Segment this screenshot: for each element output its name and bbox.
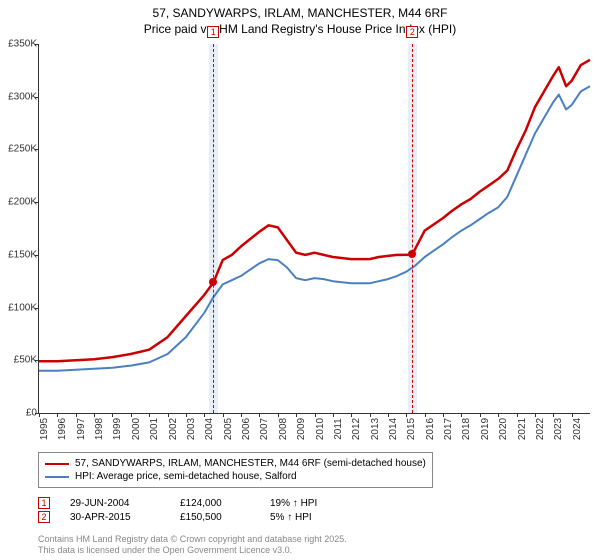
legend-item: HPI: Average price, semi-detached house,…: [45, 470, 426, 483]
x-tick-label: 2005: [223, 418, 234, 440]
series-line: [39, 60, 590, 362]
title-line-1: 57, SANDYWARPS, IRLAM, MANCHESTER, M44 6…: [0, 6, 600, 22]
chart-plot-area: £0£50K£100K£150K£200K£250K£300K£350K1995…: [38, 44, 590, 414]
x-tick-label: 2007: [259, 418, 270, 440]
x-tick-label: 2024: [572, 418, 583, 440]
x-tick-label: 2017: [443, 418, 454, 440]
sales-table: 1 29-JUN-2004 £124,000 19% ↑ HPI 2 30-AP…: [38, 496, 340, 524]
x-tick-label: 2014: [388, 418, 399, 440]
sale-dot: [408, 250, 416, 258]
sale-marker-icon: 1: [207, 26, 219, 38]
x-tick-label: 2010: [315, 418, 326, 440]
x-tick-label: 2015: [406, 418, 417, 440]
x-tick-label: 1997: [76, 418, 87, 440]
sale-price: £124,000: [180, 498, 250, 509]
sale-hpi: 5% ↑ HPI: [270, 512, 340, 523]
legend-label: 57, SANDYWARPS, IRLAM, MANCHESTER, M44 6…: [75, 458, 426, 469]
legend-swatch: [45, 463, 69, 465]
legend: 57, SANDYWARPS, IRLAM, MANCHESTER, M44 6…: [38, 452, 433, 488]
x-tick-label: 2012: [351, 418, 362, 440]
x-tick-label: 1996: [57, 418, 68, 440]
footer: Contains HM Land Registry data © Crown c…: [38, 534, 347, 556]
x-tick-label: 2006: [241, 418, 252, 440]
x-tick-label: 2018: [461, 418, 472, 440]
sale-vline: [412, 44, 413, 413]
sales-row: 1 29-JUN-2004 £124,000 19% ↑ HPI: [38, 496, 340, 510]
footer-line-1: Contains HM Land Registry data © Crown c…: [38, 534, 347, 545]
x-tick-label: 2009: [296, 418, 307, 440]
sale-marker-icon: 1: [38, 497, 50, 509]
x-tick-label: 1995: [39, 418, 50, 440]
x-tick-label: 1999: [112, 418, 123, 440]
sale-vline: [213, 44, 214, 413]
x-tick-label: 1998: [94, 418, 105, 440]
sale-date: 30-APR-2015: [70, 512, 160, 523]
chart-title: 57, SANDYWARPS, IRLAM, MANCHESTER, M44 6…: [0, 0, 600, 39]
x-tick-label: 2003: [186, 418, 197, 440]
title-line-2: Price paid vs. HM Land Registry's House …: [0, 22, 600, 38]
x-tick-label: 2019: [480, 418, 491, 440]
x-tick-label: 2022: [535, 418, 546, 440]
series-line: [39, 86, 590, 371]
x-tick-label: 2016: [425, 418, 436, 440]
sale-dot: [209, 278, 217, 286]
sale-marker-icon: 2: [406, 26, 418, 38]
sale-date: 29-JUN-2004: [70, 498, 160, 509]
chart-series-svg: [39, 44, 590, 413]
x-tick-label: 2021: [517, 418, 528, 440]
x-tick-label: 2023: [553, 418, 564, 440]
x-tick-label: 2001: [149, 418, 160, 440]
x-tick-label: 2004: [204, 418, 215, 440]
x-tick-label: 2013: [370, 418, 381, 440]
footer-line-2: This data is licensed under the Open Gov…: [38, 545, 347, 556]
legend-item: 57, SANDYWARPS, IRLAM, MANCHESTER, M44 6…: [45, 457, 426, 470]
legend-label: HPI: Average price, semi-detached house,…: [75, 471, 297, 482]
x-tick-label: 2011: [333, 418, 344, 440]
sale-hpi: 19% ↑ HPI: [270, 498, 340, 509]
x-tick-label: 2002: [168, 418, 179, 440]
x-tick-label: 2020: [498, 418, 509, 440]
x-tick-label: 2000: [131, 418, 142, 440]
sale-marker-icon: 2: [38, 511, 50, 523]
sales-row: 2 30-APR-2015 £150,500 5% ↑ HPI: [38, 510, 340, 524]
x-tick-label: 2008: [278, 418, 289, 440]
sale-price: £150,500: [180, 512, 250, 523]
legend-swatch: [45, 476, 69, 478]
